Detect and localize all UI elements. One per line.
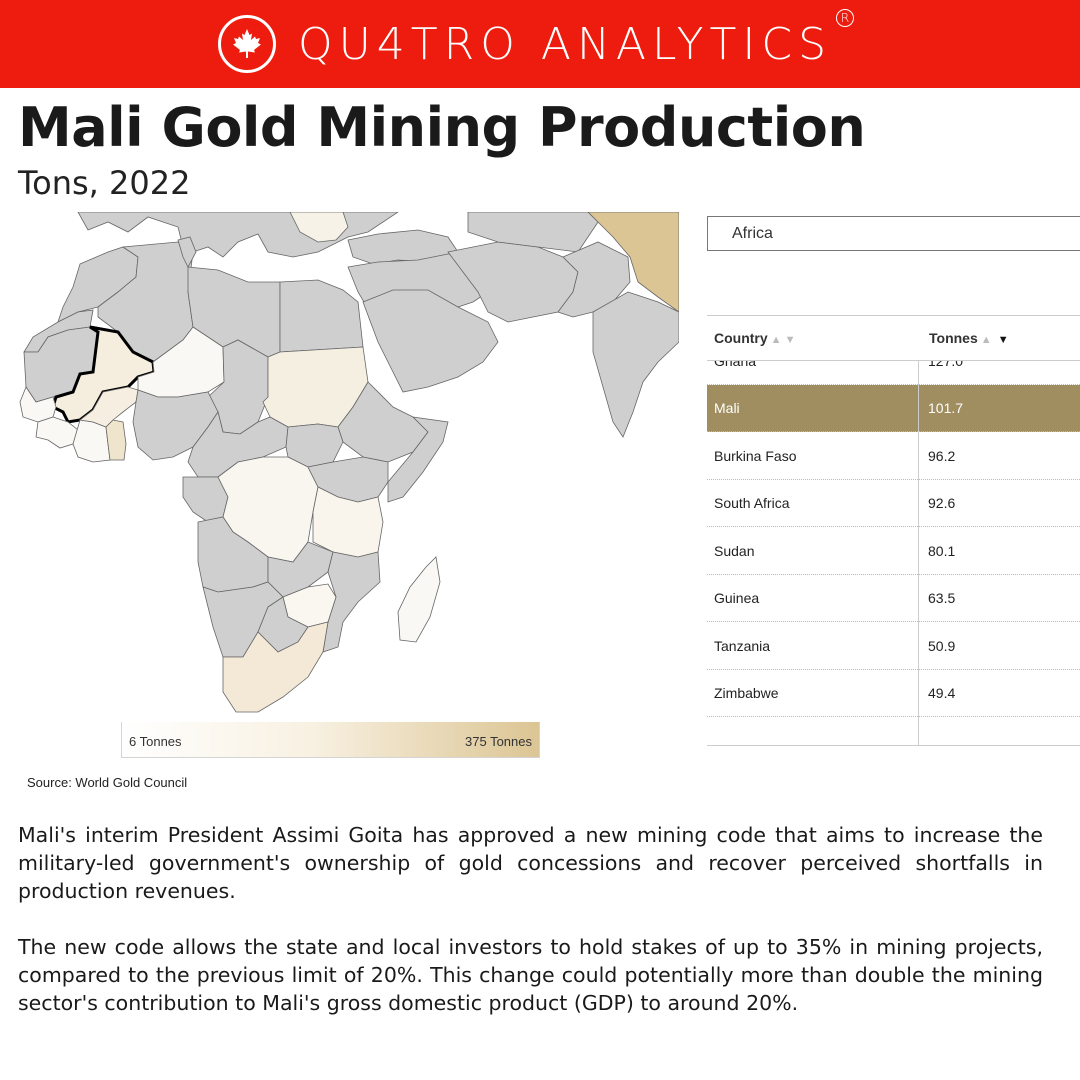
map-region-india[interactable] bbox=[592, 291, 679, 438]
table-row[interactable]: Ghana 127.0 bbox=[707, 361, 1080, 385]
maple-leaf-icon bbox=[217, 15, 276, 73]
table-row[interactable]: Burkina Faso 96.2 bbox=[707, 433, 1080, 480]
article-paragraph: The new code allows the state and local … bbox=[18, 935, 1043, 1015]
legend-min-label: 6 Tonnes bbox=[129, 734, 182, 749]
page-subtitle: Tons, 2022 bbox=[18, 164, 191, 202]
map-region-somalia[interactable] bbox=[387, 416, 449, 503]
map-region-mozambique[interactable] bbox=[322, 551, 381, 653]
page-title: Mali Gold Mining Production bbox=[18, 96, 866, 159]
sort-arrows-icon[interactable]: ▲ ▼ bbox=[980, 334, 1009, 346]
article-paragraph: Mali's interim President Assimi Goita ha… bbox=[18, 823, 1043, 903]
table-row-highlighted[interactable]: Mali 101.7 bbox=[707, 385, 1080, 432]
brand-banner: QU4TRO ANALYTICS R bbox=[0, 0, 1080, 88]
legend-max-label: 375 Tonnes bbox=[465, 734, 532, 749]
region-filter-input[interactable]: Africa bbox=[707, 216, 1080, 251]
table-row[interactable]: Guinea 63.5 bbox=[707, 575, 1080, 622]
table-row[interactable]: Zimbabwe 49.4 bbox=[707, 670, 1080, 717]
table-row[interactable]: South Africa 92.6 bbox=[707, 480, 1080, 527]
table-row[interactable]: Tanzania 50.9 bbox=[707, 623, 1080, 670]
choropleth-map[interactable] bbox=[18, 212, 679, 722]
column-header-country[interactable]: Country ▲ ▼ bbox=[714, 330, 796, 346]
table-body: Ghana 127.0 Mali 101.7 Burkina Faso 96.2… bbox=[707, 361, 1080, 746]
map-region-arabia[interactable] bbox=[362, 289, 499, 393]
region-filter-value: Africa bbox=[732, 225, 773, 242]
africa-map-svg[interactable] bbox=[18, 212, 679, 722]
map-region-tunisia[interactable] bbox=[177, 236, 197, 268]
map-region-china[interactable] bbox=[587, 212, 679, 313]
data-table: Country ▲ ▼ Tonnes ▲ ▼ Ghana 127.0 Mali 10… bbox=[707, 315, 1080, 746]
column-header-tonnes[interactable]: Tonnes ▲ ▼ bbox=[929, 330, 1009, 346]
table-row[interactable]: Sudan 80.1 bbox=[707, 528, 1080, 575]
source-note: Source: World Gold Council bbox=[27, 775, 188, 790]
table-header: Country ▲ ▼ Tonnes ▲ ▼ bbox=[707, 315, 1080, 361]
map-region-madagascar[interactable] bbox=[397, 556, 441, 643]
sort-arrows-icon[interactable]: ▲ ▼ bbox=[770, 334, 796, 346]
registered-mark: R bbox=[836, 8, 855, 27]
map-region-south-africa[interactable] bbox=[222, 621, 329, 713]
map-region-ghana[interactable] bbox=[105, 419, 127, 461]
map-region-iberia[interactable] bbox=[289, 212, 349, 243]
brand-name: QU4TRO ANALYTICS R bbox=[298, 8, 855, 70]
map-legend: 6 Tonnes 375 Tonnes bbox=[121, 722, 540, 758]
column-divider bbox=[918, 361, 919, 745]
